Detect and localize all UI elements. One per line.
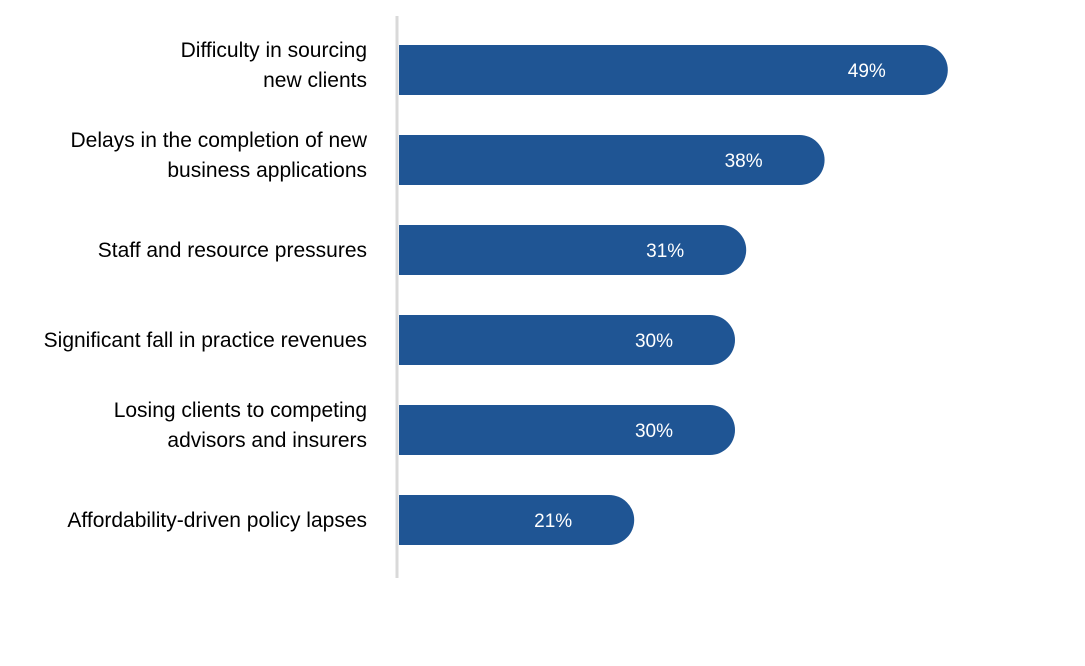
category-label: Staff and resource pressures [98, 239, 367, 262]
category-label: new clients [263, 69, 367, 92]
category-label: business applications [167, 159, 367, 182]
category-label: advisors and insurers [167, 429, 367, 452]
data-label: 21% [534, 511, 572, 532]
data-label: 31% [646, 241, 684, 262]
data-label: 30% [635, 421, 673, 442]
category-label: Affordability-driven policy lapses [67, 509, 367, 532]
data-label: 38% [725, 151, 763, 172]
bar [399, 45, 948, 95]
bar [399, 495, 635, 545]
bar [399, 135, 825, 185]
bar [399, 315, 735, 365]
bar [399, 405, 735, 455]
category-label: Difficulty in sourcing [181, 39, 367, 62]
data-label: 49% [848, 61, 886, 82]
category-label: Losing clients to competing [114, 399, 367, 422]
category-label: Significant fall in practice revenues [44, 329, 367, 352]
data-label: 30% [635, 331, 673, 352]
bars-layer: 49% Difficulty in sourcing new clients 38% D… [44, 39, 948, 545]
category-label: Delays in the completion of new [71, 129, 368, 152]
bar [399, 225, 747, 275]
